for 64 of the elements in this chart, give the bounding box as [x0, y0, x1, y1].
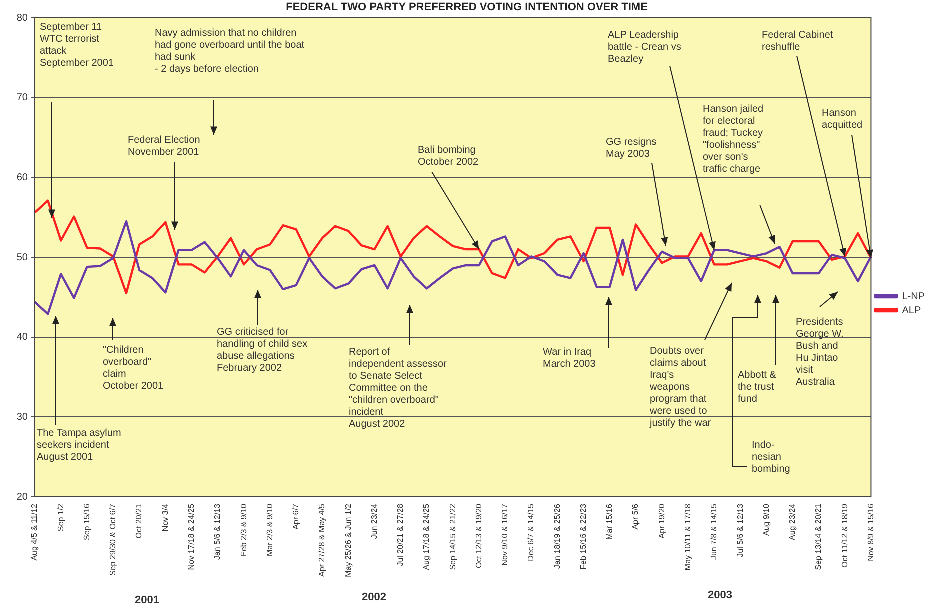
x-tick-label: Aug 23/24: [788, 503, 798, 540]
x-tick-label: Oct 11/12 & 18/19: [840, 503, 850, 568]
x-tick-label: Jan 18/19 & 25/26: [552, 503, 562, 569]
x-tick-label: Jan 5/6 & 12/13: [213, 503, 222, 560]
x-tick-label: Mar 2/3 & 9/10: [265, 503, 274, 556]
annotation: Report of independent assessor to Senate Select Committee on the "children overboard" incident August 2002: [349, 346, 448, 430]
annotation: Navy admission that no children had gone overboard until the boat had sunk - 2 days before election: [155, 28, 305, 75]
annotation: Federal Cabinet reshuffle: [762, 30, 834, 53]
x-tick-label: Sep 15/16: [82, 503, 92, 540]
x-tick-label: Nov 17/18 & 24/25: [186, 503, 196, 570]
annotation: War in Iraq March 2003: [543, 346, 596, 370]
x-tick-label: Sep 29/30 & Oct 6/7: [108, 503, 118, 576]
y-tick-label: 40: [16, 332, 28, 344]
annotation: GG criticised for handling of child sex abuse allegations February 2002: [217, 326, 308, 374]
y-tick-label: 30: [16, 412, 28, 423]
x-tick-label: Jul 20/21 & 27/28: [396, 503, 406, 566]
x-tick-label: Sep 1/2: [56, 503, 66, 532]
x-tick-label: Nov 8/9 & 15/16: [866, 503, 876, 562]
x-tick-label: Aug 17/18 & 24/25: [422, 503, 432, 570]
x-tick-label: Oct 20/21: [134, 503, 144, 539]
annotation: ALP Leadership battle - Crean vs Beazley: [608, 30, 682, 65]
text: 2002: [362, 592, 386, 604]
x-tick-label: Mar 15/16: [605, 503, 614, 540]
annotation: Bali bombing October 2002: [418, 144, 480, 168]
annotation: Hanson acquitted: [822, 108, 863, 131]
x-tick-label: Dec 6/7 & 14/15: [526, 503, 536, 562]
x-tick-label: Jul 5/6 & 12/13: [736, 503, 745, 558]
annotation: GG resigns May 2003: [606, 136, 657, 160]
x-tick-label: Sep 14/15 & 21/22: [448, 503, 458, 570]
x-tick-label: Jun 23/24: [370, 503, 379, 540]
annotation: "Children overboard" claim October 2001: [103, 344, 164, 392]
x-tick-label: Sep 13/14 & 20/21: [814, 503, 824, 570]
annotation: September 11 WTC terrorist attack September 2001: [40, 22, 114, 69]
x-tick-label: May 10/11 & 17/18: [683, 503, 692, 571]
x-tick-label: Feb 15/16 & 22/23: [578, 503, 588, 570]
x-tick-label: Aug 9/10: [762, 503, 771, 536]
legend-label: L-NP: [902, 291, 926, 302]
y-tick-label: 50: [16, 252, 28, 264]
annotation: Abbott & the trust fund: [738, 370, 777, 405]
x-tick-label: Aug 4/5 & 11/12: [30, 503, 40, 561]
text: 2001: [135, 594, 160, 607]
text: 2003: [708, 590, 732, 602]
annotation: Indo- nesian bombing: [752, 440, 790, 475]
chart-title: FEDERAL TWO PARTY PREFERRED VOTING INTENTION OVER TIME: [286, 2, 648, 14]
x-tick-label: Apr 19/20: [657, 503, 666, 539]
x-tick-label: Apr 27/28 & May 4/5: [318, 503, 327, 577]
x-tick-label: Apr 5/6: [631, 503, 640, 530]
annotation: Presidents George W. Bush and Hu Jintao visit Australia: [796, 316, 844, 388]
x-tick-label: Oct 12/13 & 19/20: [474, 503, 484, 568]
x-tick-label: Nov 3/4: [160, 503, 170, 532]
x-tick-label: Nov 9/10 & 16/17: [500, 503, 510, 566]
annotation: Federal Election November 2001: [128, 134, 200, 158]
y-tick-label: 60: [16, 172, 28, 184]
y-tick-label: 20: [16, 492, 28, 503]
legend-label: ALP: [902, 305, 922, 316]
x-tick-label: Jun 7/8 & 14/15: [710, 503, 719, 560]
x-tick-label: Apr 6/7: [292, 503, 301, 530]
annotation: The Tampa asylum seekers incident August 2001: [37, 428, 122, 463]
annotation: Hanson jailed for electoral fraud; Tuckey "foolishness" over son's traffic charge: [703, 104, 764, 175]
x-tick-label: May 25/26 & Jun 1/2: [344, 503, 353, 578]
y-tick-label: 70: [16, 92, 28, 104]
annotation: Doubts over claims about Iraq's weapons program that were used to justify the war: [649, 346, 712, 429]
x-tick-label: Feb 2/3 & 9/10: [239, 503, 248, 556]
y-tick-label: 80: [16, 12, 28, 24]
